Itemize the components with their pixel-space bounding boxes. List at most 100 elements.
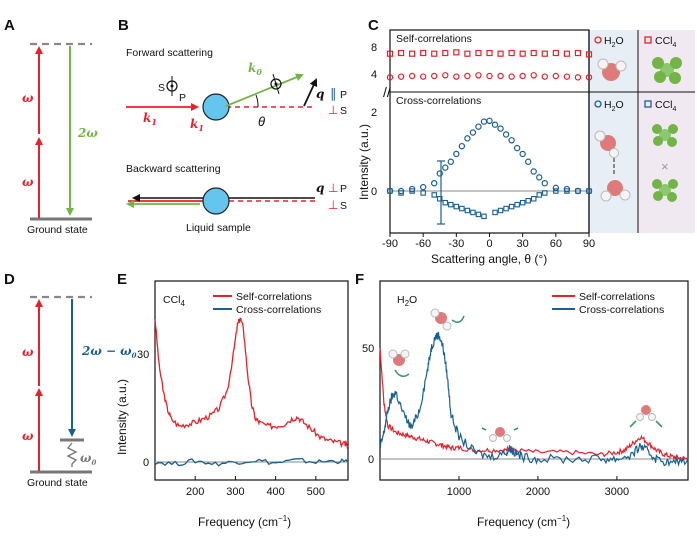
c-ccl4-cross-point [475, 211, 482, 218]
legend-ccl4-cross: CCl4 [655, 99, 677, 113]
c-h2o-cross-point [475, 123, 482, 130]
scattered-beam [225, 73, 304, 107]
e-xtick-label: 200 [186, 486, 204, 498]
h2o-molecule-icon [597, 58, 627, 81]
axis-break-mark: // [383, 84, 391, 100]
c-h2o-self-point [453, 73, 460, 80]
k0-label: k0 [248, 61, 262, 77]
forward-scattering-title: Forward scattering [126, 47, 213, 59]
c-h2o-cross-point [513, 144, 521, 152]
panel-label-f: F [355, 271, 364, 288]
ccl4-molecule-icon [652, 57, 682, 84]
c-ccl4-self-point [431, 50, 438, 57]
perp-symbol-forward: ⊥ [328, 103, 338, 117]
f-series [379, 331, 689, 467]
legend-h2o-self: H2O [604, 35, 624, 49]
c-xtick-label: 0 [486, 238, 492, 250]
c-h2o-cross-point [469, 129, 477, 136]
c-ccl4-self-point [519, 50, 526, 57]
c-ccl4-cross-point [525, 198, 531, 204]
h2o-legend-bg [589, 30, 638, 233]
c-h2o-cross-point [524, 158, 532, 165]
e-ylabel: Intensity (a.u.) [115, 379, 129, 455]
ccl4-pair-icon: × [652, 124, 678, 202]
c-h2o-cross-point [480, 118, 488, 125]
c-h2o-self-point [442, 72, 449, 79]
panel-b: B Forward scattering S P k1 k1 k0 θ q ∥ … [118, 17, 347, 234]
s-right-backward: S [340, 200, 347, 212]
legend-ccl4-self-marker [644, 36, 652, 44]
f-legend-cross: Cross-correlations [579, 304, 664, 316]
c-ccl4-cross-point [398, 190, 404, 196]
c-ytick-2: 2 [371, 107, 377, 119]
perp-symbol-s: ⊥ [328, 198, 338, 212]
c-xtick-label: -90 [382, 238, 398, 250]
c-h2o-self-point [497, 72, 504, 80]
panel-label-b: B [118, 17, 129, 34]
c-ccl4-cross-point [464, 207, 471, 214]
c-ccl4-self-point [397, 49, 405, 57]
c-ylabel: Intensity (a.u.) [357, 124, 371, 200]
c-h2o-cross-point [419, 183, 427, 191]
s-label: S [158, 82, 165, 94]
p-label: P [179, 92, 186, 104]
ground-state-label: Ground state [27, 224, 88, 236]
c-h2o-self-point [552, 72, 560, 80]
theta-arc [255, 94, 259, 108]
c-h2o-self-point [508, 73, 515, 80]
c-h2o-cross-point [431, 179, 438, 187]
backward-scattering-title: Backward scattering [126, 163, 221, 175]
c-h2o-cross-point [502, 131, 510, 138]
p-right-forward: P [340, 89, 347, 101]
c-ccl4-self-point [442, 49, 449, 57]
e-xtick-labels: 200 300 400 500 [186, 476, 325, 498]
f-xtick-labels: 1000 2000 3000 [447, 476, 629, 498]
c-h2o-cross-point [508, 137, 515, 144]
c-h2o-self-point [386, 74, 394, 81]
panel-d: D ω ω 2ω − ω0 ω0 Ground state [4, 271, 137, 489]
c-h2o-self-point [541, 73, 548, 80]
c-ccl4-self-point [386, 50, 394, 57]
c-ccl4-self-point [420, 49, 427, 57]
c-ccl4-self-point [508, 49, 515, 57]
c-xtick-label: 60 [550, 238, 562, 250]
e-legend-self: Self-correlations [236, 291, 312, 303]
d-two-omega-minus-label: 2ω − ω0 [81, 344, 137, 360]
panel-f: F H2O Self-correlations Cross-correlatio… [355, 271, 689, 529]
c-ccl4-cross-point [442, 199, 449, 206]
two-omega-label: 2ω [77, 126, 98, 140]
c-h2o-self-point [464, 72, 471, 80]
c-ccl4-self-point [585, 51, 593, 58]
legend-h2o-self-marker [594, 36, 602, 44]
c-h2o-self-point [475, 72, 482, 79]
e-ytick-30: 30 [137, 349, 149, 361]
c-ccl4-self-point [486, 49, 493, 57]
f-cross-correlation-line [379, 331, 689, 467]
c-h2o-cross-point [497, 125, 504, 132]
c-h2o-self-point [419, 73, 427, 80]
legend-ccl4-cross-marker [644, 100, 652, 108]
plot-c-frame [389, 29, 590, 234]
f-xtick-label: 1000 [447, 486, 471, 498]
c-ccl4-cross-point [492, 209, 498, 216]
c-ccl4-cross-point [514, 201, 520, 208]
c-ccl4-cross-point [536, 192, 542, 198]
e-xtick-label: 400 [266, 486, 284, 498]
c-ytick-8: 8 [371, 42, 377, 54]
panel-c: C // Self-correlations Cross-correlation… [357, 17, 695, 266]
c-h2o-self-point [486, 72, 493, 80]
c-h2o-self-point [519, 72, 526, 80]
liquid-sample-label: Liquid sample [186, 222, 251, 234]
c-ccl4-cross-point [542, 190, 548, 196]
omega-label-2: ω [22, 91, 34, 105]
c-h2o-self-point [397, 73, 405, 80]
d-relax-squiggle [66, 442, 78, 467]
c-xlabel: Scattering angle, θ (°) [431, 252, 547, 266]
c-xtick-label: 90 [583, 238, 595, 250]
c-h2o-cross-point [486, 117, 493, 125]
polarization-symbol-out [270, 78, 282, 90]
c-ccl4-cross-point [459, 205, 465, 212]
f-xtick-label: 3000 [605, 486, 629, 498]
polarization-line-out [272, 73, 280, 95]
c-h2o-cross-point [530, 168, 537, 175]
